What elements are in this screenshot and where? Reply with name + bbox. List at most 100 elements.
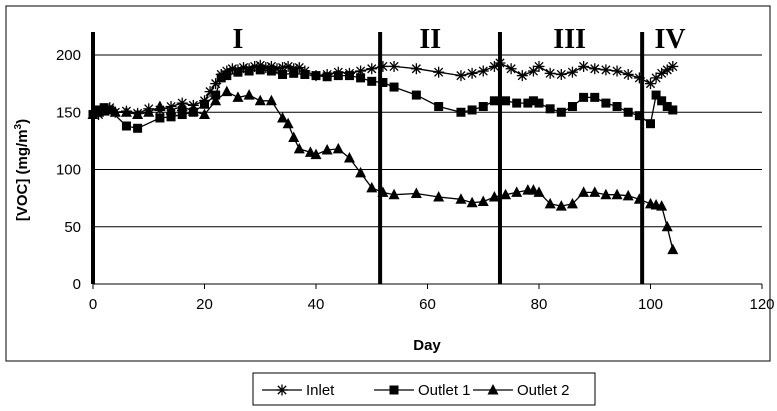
data-point-triangle bbox=[477, 195, 489, 207]
data-point-square bbox=[579, 92, 589, 102]
data-point-triangle bbox=[277, 111, 289, 123]
x-tick-label: 60 bbox=[419, 296, 436, 313]
data-point-square bbox=[467, 105, 477, 115]
data-point-triangle bbox=[120, 106, 132, 117]
data-point-square bbox=[133, 123, 143, 133]
y-tick-label: 50 bbox=[64, 219, 81, 236]
y-axis-label: [VOC] (mg/m3) bbox=[13, 119, 31, 221]
data-point-square bbox=[289, 68, 299, 78]
series-outlet-2 bbox=[87, 85, 679, 255]
data-point-square bbox=[155, 113, 165, 123]
data-point-star bbox=[377, 60, 389, 72]
data-point-triangle bbox=[143, 106, 155, 117]
data-point-star bbox=[488, 60, 500, 72]
phase-label: II bbox=[419, 24, 441, 55]
data-point-triangle bbox=[487, 384, 499, 395]
data-point-square bbox=[657, 96, 667, 106]
data-point-square bbox=[528, 96, 538, 106]
data-point-star bbox=[661, 64, 673, 76]
data-point-triangle bbox=[589, 186, 601, 197]
x-tick-label: 100 bbox=[638, 296, 663, 313]
data-point-triangle bbox=[282, 117, 294, 129]
data-point-square bbox=[634, 111, 644, 121]
data-point-star bbox=[466, 67, 478, 79]
data-point-triangle bbox=[232, 91, 244, 102]
data-point-triangle bbox=[656, 200, 668, 211]
legend-item: Outlet 1 bbox=[374, 382, 471, 399]
data-point-star bbox=[527, 65, 539, 77]
data-point-square bbox=[200, 99, 209, 109]
y-tick-label: 200 bbox=[56, 47, 81, 64]
legend-label: Outlet 2 bbox=[517, 382, 570, 399]
data-point-triangle bbox=[332, 142, 344, 154]
legend-item: Outlet 2 bbox=[473, 382, 570, 399]
y-tick-label: 150 bbox=[56, 104, 81, 121]
data-point-square bbox=[389, 385, 399, 395]
data-point-star bbox=[633, 72, 645, 84]
data-point-square bbox=[567, 102, 577, 112]
data-point-square bbox=[244, 66, 254, 76]
data-point-triangle bbox=[466, 196, 478, 208]
data-point-triangle bbox=[310, 148, 322, 160]
x-tick-label: 120 bbox=[749, 296, 774, 313]
data-point-square bbox=[266, 66, 276, 76]
data-point-triangle bbox=[288, 131, 300, 142]
data-point-square bbox=[478, 102, 488, 112]
data-point-star bbox=[544, 67, 556, 79]
data-point-square bbox=[322, 72, 332, 82]
data-point-square bbox=[534, 98, 544, 108]
data-point-triangle bbox=[566, 197, 578, 209]
phase-label: I bbox=[232, 24, 243, 55]
data-point-square bbox=[222, 71, 232, 81]
x-tick-label: 0 bbox=[89, 296, 97, 313]
x-tick-labels: 0 20 40 60 80 100 120 bbox=[89, 284, 775, 313]
data-point-triangle bbox=[187, 105, 199, 116]
data-point-square bbox=[489, 96, 499, 106]
data-point-triangle bbox=[98, 105, 110, 116]
data-point-square bbox=[501, 96, 511, 106]
x-tick-label: 80 bbox=[531, 296, 548, 313]
data-point-square bbox=[333, 71, 343, 81]
data-point-triangle bbox=[544, 197, 556, 209]
data-point-star bbox=[555, 68, 567, 80]
data-point-triangle bbox=[410, 187, 422, 199]
data-point-triangle bbox=[455, 193, 467, 204]
data-point-square bbox=[651, 90, 661, 100]
data-point-star bbox=[276, 384, 288, 396]
data-point-square bbox=[105, 105, 115, 115]
data-point-square bbox=[668, 105, 678, 115]
phase-labels: I II III IV bbox=[232, 24, 685, 55]
data-point-star bbox=[600, 64, 612, 76]
data-point-square bbox=[300, 69, 310, 79]
data-point-star bbox=[578, 60, 590, 72]
x-axis-label: Day bbox=[413, 337, 441, 354]
data-point-square bbox=[233, 67, 243, 77]
phase-label: IV bbox=[654, 24, 685, 55]
data-point-triangle bbox=[254, 94, 266, 106]
data-point-triangle bbox=[132, 108, 144, 120]
data-point-square bbox=[378, 77, 388, 87]
data-point-star bbox=[656, 67, 668, 79]
data-point-square bbox=[601, 98, 611, 108]
data-point-triangle bbox=[210, 94, 222, 106]
legend: Inlet Outlet 1 Outlet 2 bbox=[262, 382, 570, 399]
data-point-triangle bbox=[661, 220, 673, 232]
data-point-square bbox=[456, 107, 466, 117]
legend-label: Outlet 1 bbox=[418, 382, 471, 399]
data-point-star bbox=[533, 60, 545, 72]
data-point-star bbox=[650, 72, 662, 84]
data-point-star bbox=[566, 66, 578, 78]
data-point-triangle bbox=[265, 94, 277, 106]
data-point-square bbox=[367, 76, 377, 86]
data-point-star bbox=[589, 63, 601, 75]
data-point-triangle bbox=[221, 85, 233, 97]
data-point-triangle bbox=[355, 166, 367, 178]
data-point-triangle bbox=[578, 186, 590, 197]
data-point-triangle bbox=[165, 103, 177, 115]
data-point-triangle bbox=[533, 186, 545, 197]
data-point-triangle bbox=[321, 144, 333, 155]
data-point-triangle bbox=[500, 188, 512, 200]
data-point-triangle bbox=[243, 89, 255, 100]
data-point-square bbox=[177, 110, 187, 120]
